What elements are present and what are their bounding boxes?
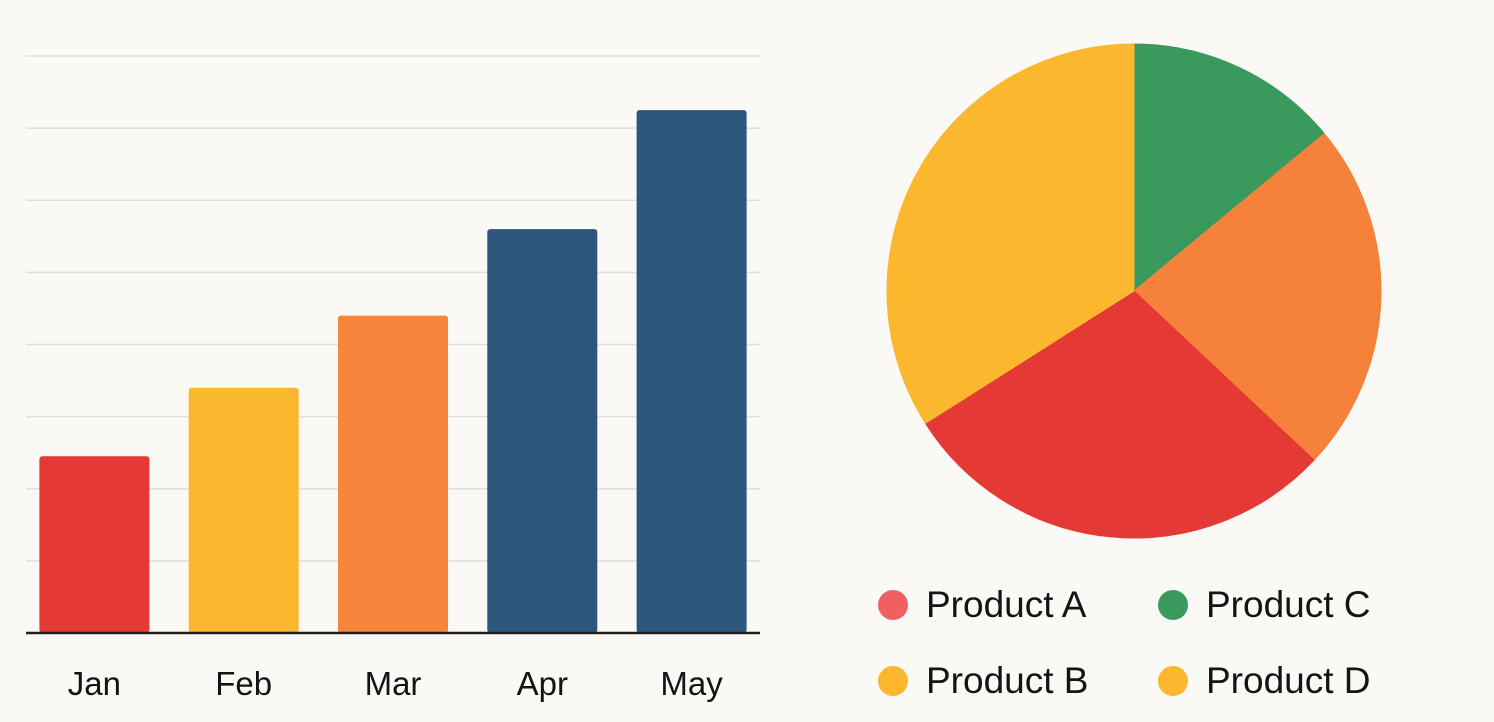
pie-slice-product-b — [886, 43, 1135, 425]
pie-slice-product-d — [1133, 132, 1382, 461]
bar-feb — [188, 387, 299, 633]
pie-slice-product-a — [924, 290, 1315, 539]
x-tick-feb: Feb — [215, 665, 272, 702]
x-tick-may: May — [660, 665, 723, 702]
bar-apr — [487, 229, 598, 633]
x-tick-labels: Jan Feb Mar Apr May — [68, 665, 723, 702]
bar-mar — [338, 315, 448, 633]
bars — [39, 110, 747, 633]
legend-swatch-product-a — [878, 590, 908, 620]
bar-jan — [39, 456, 150, 633]
x-tick-apr: Apr — [517, 665, 568, 702]
bar-may — [636, 110, 747, 633]
legend-swatch-product-d — [1158, 666, 1188, 696]
legend-label-product-a: Product A — [926, 584, 1087, 625]
legend-label-product-b: Product B — [926, 660, 1089, 701]
bar-chart: Jan Feb Mar Apr May — [26, 55, 760, 702]
pie-chart — [886, 43, 1382, 539]
legend-item-product-a: Product A — [878, 578, 1158, 632]
legend-item-product-d: Product D — [1158, 654, 1438, 708]
legend-label-product-d: Product D — [1206, 660, 1371, 701]
legend-swatch-product-c — [1158, 590, 1188, 620]
legend-item-product-c: Product C — [1158, 578, 1438, 632]
legend-label-product-c: Product C — [1206, 584, 1371, 625]
pie-slice-product-c — [1133, 43, 1326, 293]
x-tick-mar: Mar — [365, 665, 422, 702]
legend-swatch-product-b — [878, 666, 908, 696]
pie-legend: Product A Product C Product B Product D — [878, 578, 1438, 708]
x-tick-jan: Jan — [68, 665, 121, 702]
legend-item-product-b: Product B — [878, 654, 1158, 708]
